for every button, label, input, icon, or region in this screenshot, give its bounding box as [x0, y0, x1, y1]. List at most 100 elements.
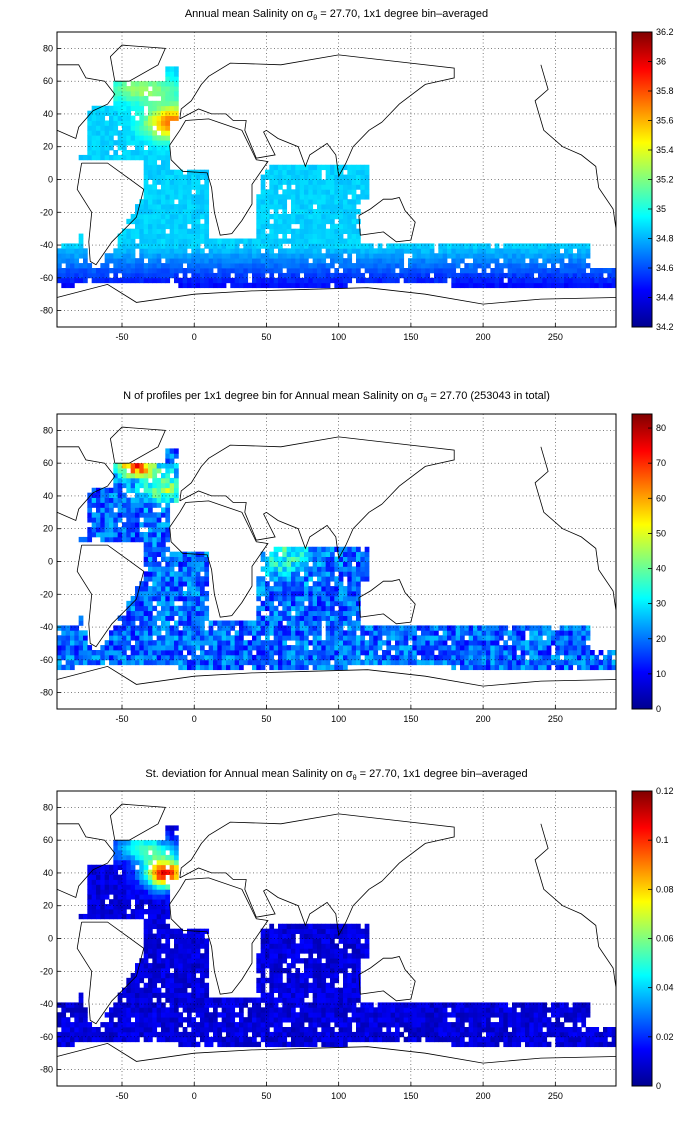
heat-cell — [356, 591, 361, 597]
heat-cell — [191, 209, 197, 215]
heat-cell — [139, 854, 145, 861]
heat-cell — [312, 551, 318, 557]
heat-cell — [130, 268, 136, 274]
heat-cell — [317, 566, 322, 572]
heat-cell — [481, 258, 487, 264]
heat-cell — [126, 497, 132, 503]
heat-cell — [74, 1017, 80, 1023]
heat-cell — [269, 551, 275, 557]
heat-cell — [187, 253, 192, 259]
heat-cell — [174, 468, 179, 474]
heat-cell — [113, 635, 119, 641]
heat-cell — [356, 635, 361, 641]
heat-cell — [104, 512, 110, 518]
heat-cell — [122, 1031, 127, 1038]
heat-cell — [148, 1031, 153, 1038]
heat-cell — [109, 532, 114, 538]
heat-cell — [195, 605, 201, 612]
heat-cell — [317, 546, 322, 553]
heat-cell — [126, 869, 132, 875]
heat-cell — [156, 463, 162, 469]
heat-cell — [187, 1007, 192, 1013]
heat-cell — [126, 600, 132, 607]
heat-cell — [360, 576, 366, 582]
heat-cell — [100, 145, 106, 151]
heat-cell — [109, 277, 114, 284]
heat-cell — [169, 174, 175, 180]
heat-cell — [109, 909, 114, 915]
heat-cell — [143, 859, 149, 866]
heat-cell — [234, 664, 240, 671]
heat-cell — [295, 189, 301, 195]
heat-cell — [174, 650, 179, 656]
heat-cell — [195, 943, 201, 949]
heat-cell — [429, 268, 435, 274]
heat-cell — [156, 586, 162, 592]
heat-cell — [317, 204, 322, 210]
heat-cell — [139, 512, 145, 518]
heat-cell — [143, 1022, 149, 1028]
heat-cell — [169, 556, 175, 562]
heat-cell — [473, 263, 478, 269]
heat-cell — [338, 654, 344, 661]
heat-cell — [165, 100, 171, 107]
heat-cell — [256, 277, 262, 284]
heat-cell — [312, 248, 318, 254]
heat-cell — [204, 1041, 210, 1048]
heat-cell — [364, 189, 370, 195]
heat-cell — [122, 482, 127, 489]
heat-cell — [122, 86, 127, 92]
heat-cell — [343, 248, 348, 254]
heat-cell — [516, 654, 522, 661]
heat-cell — [421, 277, 426, 284]
heat-cell — [338, 184, 344, 190]
heat-cell — [143, 1002, 149, 1008]
heat-cell — [260, 209, 266, 215]
heat-cell — [260, 645, 266, 651]
heat-cell — [412, 635, 418, 641]
heat-cell — [135, 110, 140, 116]
heat-cell — [148, 199, 153, 205]
heat-cell — [312, 630, 318, 636]
heat-cell — [178, 218, 184, 225]
heat-cell — [321, 586, 327, 592]
heat-cell — [117, 645, 123, 651]
heat-cell — [208, 248, 214, 254]
heat-cell — [152, 948, 158, 954]
heat-cell — [178, 277, 184, 284]
heat-cell — [421, 630, 426, 636]
heat-cell — [325, 566, 331, 572]
heat-cell — [265, 243, 270, 249]
heat-cell — [191, 277, 197, 284]
heat-cell — [143, 953, 149, 959]
heat-cell — [178, 635, 184, 641]
heat-cell — [364, 248, 370, 254]
heat-cell — [122, 233, 127, 239]
heat-cell — [278, 179, 283, 185]
heat-cell — [247, 625, 253, 631]
heat-cell — [278, 630, 283, 636]
heat-cell — [126, 879, 132, 885]
heat-cell — [191, 258, 197, 264]
heat-cell — [299, 204, 305, 210]
heat-cell — [520, 258, 526, 264]
heat-cell — [143, 1036, 149, 1043]
heat-cell — [143, 164, 149, 171]
heat-cell — [126, 100, 132, 107]
heat-cell — [273, 943, 279, 949]
heat-cell — [399, 248, 405, 254]
heat-cell — [291, 605, 296, 612]
heat-cell — [178, 263, 184, 269]
heat-cell — [204, 556, 210, 562]
heat-cell — [269, 630, 275, 636]
heat-cell — [187, 650, 192, 656]
heat-cell — [252, 253, 257, 259]
heat-cell — [152, 854, 158, 861]
y-tick-label: 20 — [43, 524, 53, 534]
heat-cell — [278, 1012, 283, 1018]
heat-cell — [148, 527, 153, 533]
heat-cell — [187, 556, 192, 562]
heat-cell — [252, 1022, 257, 1028]
heat-cell — [148, 159, 153, 166]
heat-cell — [182, 605, 188, 612]
